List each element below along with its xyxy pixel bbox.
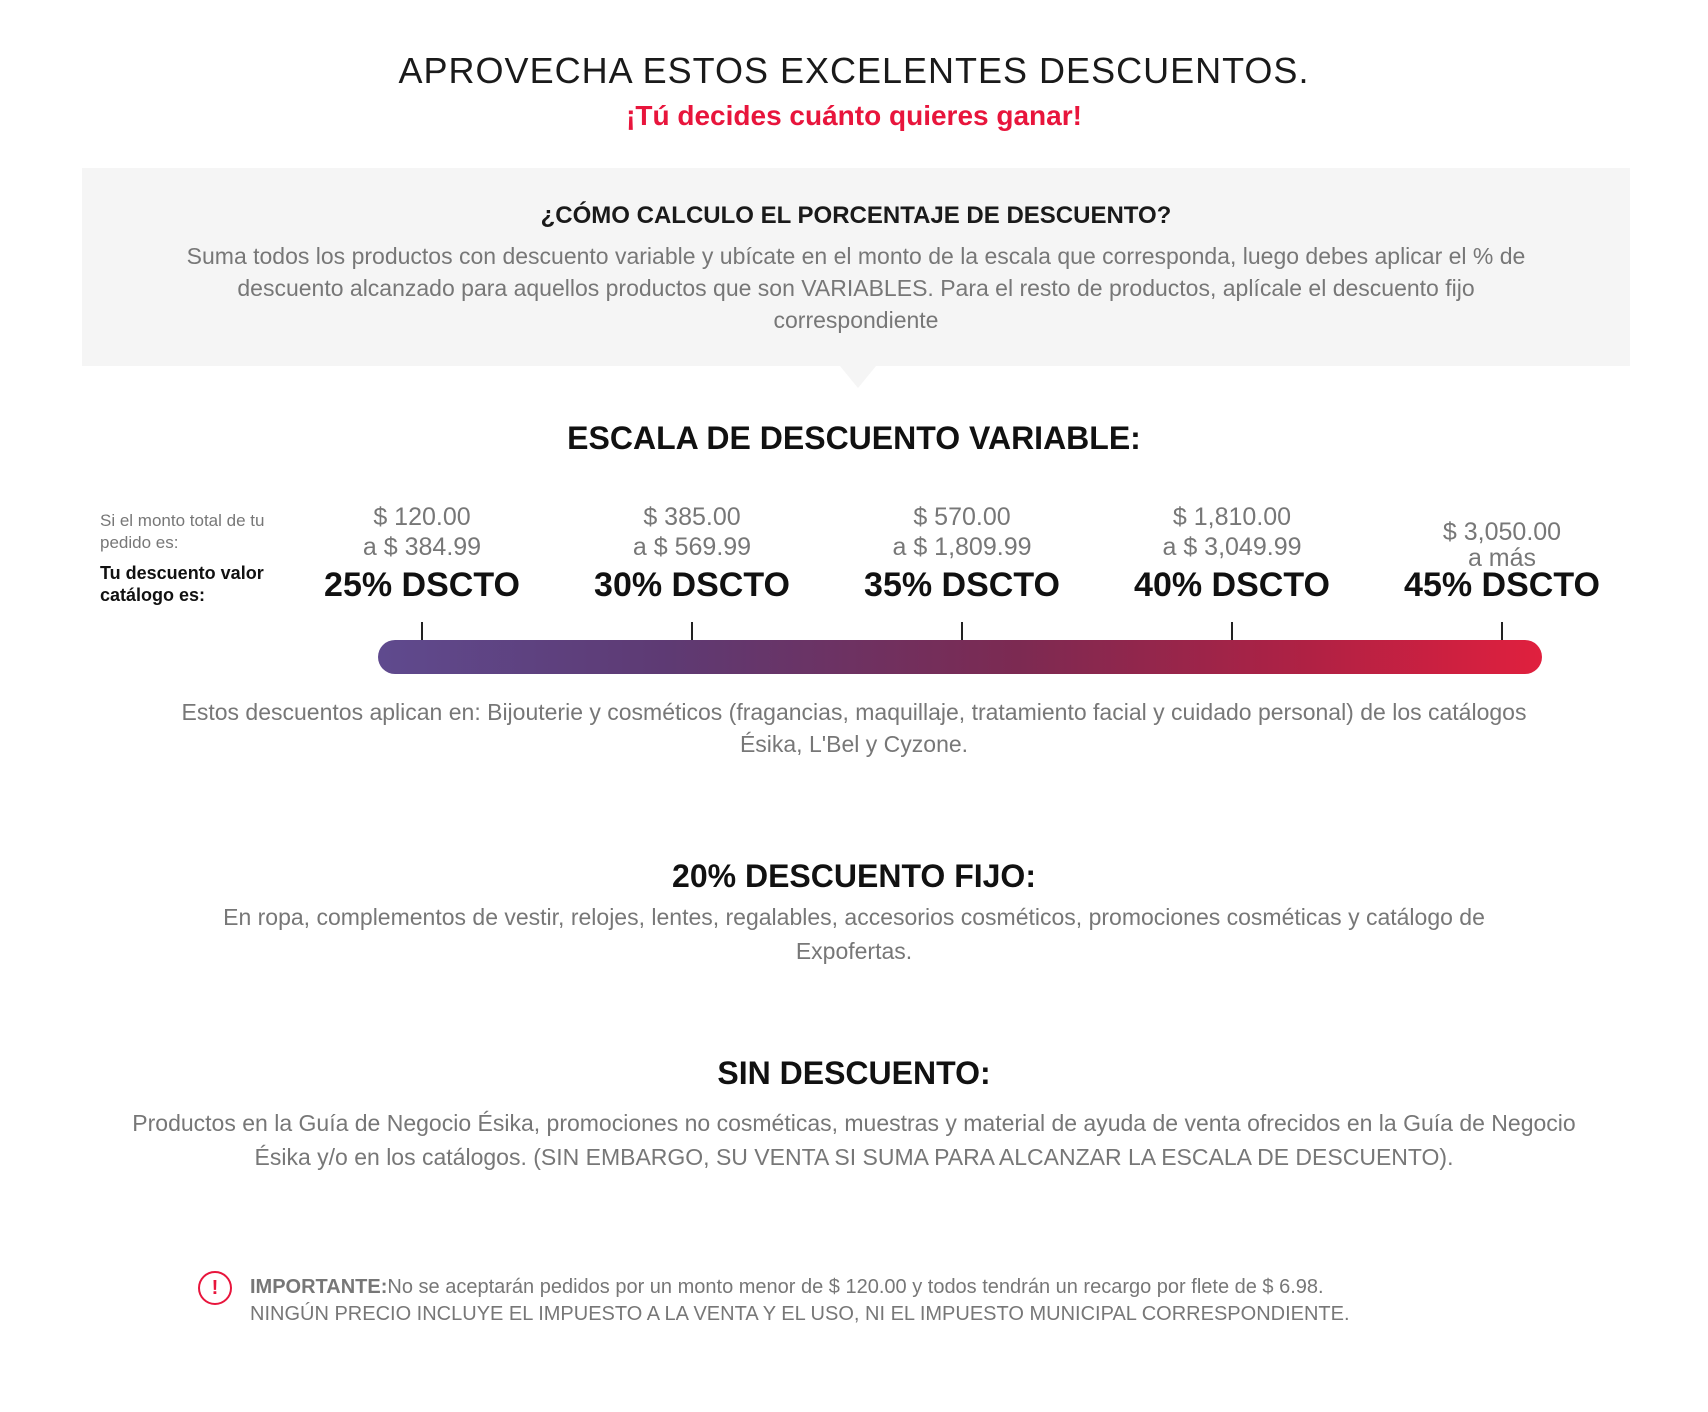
- tier-to: a más: [1467, 544, 1537, 572]
- info-panel: [82, 168, 1630, 366]
- scale-tick: [961, 622, 963, 642]
- tier-percent: 35% DSCTO: [864, 566, 1060, 604]
- tier-to: a $ 1,809.99: [892, 533, 1032, 561]
- fixed-discount-title: 20% DESCUENTO FIJO:: [672, 858, 1036, 894]
- no-discount-text: Productos en la Guía de Negocio Ésika, p…: [132, 1110, 1576, 1170]
- tier-from: $ 120.00: [373, 503, 471, 531]
- tier-range: $ 1,810.00 a $ 3,049.99: [1112, 502, 1352, 562]
- scale-tick: [421, 622, 423, 642]
- tier-2: $ 385.00 a $ 569.99 30% DSCTO: [572, 502, 812, 605]
- tier-percent: 25% DSCTO: [324, 566, 520, 604]
- tier-percent: 30% DSCTO: [594, 566, 790, 604]
- info-title: ¿CÓMO CALCULO EL PORCENTAJE DE DESCUENTO…: [540, 202, 1172, 229]
- tier-5: $ 3,050.00 a más 45% DSCTO: [1382, 502, 1622, 605]
- tier-from: $ 3,050.00: [1442, 518, 1562, 546]
- alert-circle-icon: !: [198, 1271, 232, 1305]
- tier-range: $ 3,050.00 a más: [1382, 502, 1622, 571]
- tier-to: a $ 3,049.99: [1162, 533, 1302, 561]
- scale-tick: [691, 622, 693, 642]
- tier-from: $ 385.00: [643, 503, 741, 531]
- tier-to: a $ 384.99: [362, 533, 482, 561]
- tier-percent: 40% DSCTO: [1134, 566, 1330, 604]
- discount-label: Tu descuento valor catálogo es:: [100, 563, 264, 605]
- info-text: Suma todos los productos con descuento v…: [186, 243, 1526, 333]
- scale-tick: [1501, 622, 1503, 642]
- tier-to: a $ 569.99: [632, 533, 752, 561]
- important-label: IMPORTANTE:: [250, 1276, 388, 1298]
- scale-title: ESCALA DE DESCUENTO VARIABLE:: [567, 420, 1141, 456]
- tier-range: $ 120.00 a $ 384.99: [302, 502, 542, 562]
- no-discount-title: SIN DESCUENTO:: [717, 1055, 991, 1091]
- scale-tick: [1231, 622, 1233, 642]
- tier-range: $ 385.00 a $ 569.99: [572, 502, 812, 562]
- info-panel-pointer: [840, 366, 876, 388]
- tax-note: NINGÚN PRECIO INCLUYE EL IMPUESTO A LA V…: [250, 1303, 1350, 1325]
- discount-scale-bar: [378, 640, 1542, 674]
- important-note: IMPORTANTE:No se aceptarán pedidos por u…: [250, 1276, 1324, 1299]
- tier-1: $ 120.00 a $ 384.99 25% DSCTO: [302, 502, 542, 605]
- page-title: APROVECHA ESTOS EXCELENTES DESCUENTOS.: [398, 50, 1310, 91]
- scale-applies-text: Estos descuentos aplican en: Bijouterie …: [181, 699, 1527, 757]
- order-amount-label: Si el monto total de tu pedido es:: [100, 511, 265, 552]
- tier-from: $ 570.00: [913, 503, 1011, 531]
- fixed-discount-text: En ropa, complementos de vestir, relojes…: [223, 904, 1485, 964]
- tier-range: $ 570.00 a $ 1,809.99: [842, 502, 1082, 562]
- tier-percent: 45% DSCTO: [1404, 566, 1600, 604]
- page-subtitle: ¡Tú decides cuánto quieres ganar!: [626, 100, 1082, 131]
- tier-3: $ 570.00 a $ 1,809.99 35% DSCTO: [842, 502, 1082, 605]
- important-text: No se aceptarán pedidos por un monto men…: [387, 1276, 1324, 1298]
- tier-from: $ 1,810.00: [1172, 503, 1292, 531]
- tier-4: $ 1,810.00 a $ 3,049.99 40% DSCTO: [1112, 502, 1352, 605]
